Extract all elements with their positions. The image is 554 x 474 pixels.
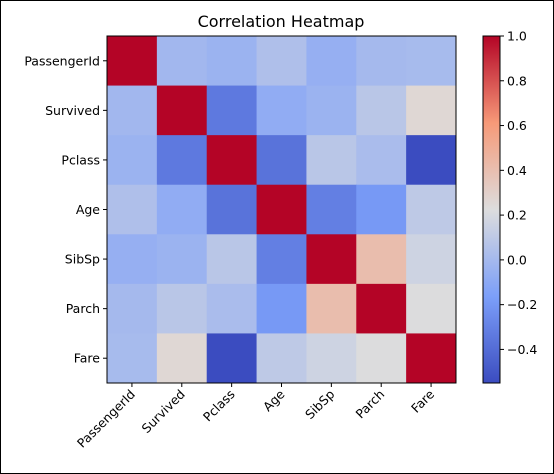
heatmap-cell [107,85,158,136]
heatmap-cell [406,333,457,384]
heatmap-cell [206,135,258,186]
row-tick-label: Pclass [61,152,100,167]
heatmap-cell [156,85,208,136]
col-tick-label: Age [260,386,288,414]
heatmap-cell [406,135,457,186]
heatmap-cell [356,135,407,186]
colorbar [482,35,501,384]
heatmap-cell [356,184,407,235]
colorbar-tick-label: 0.8 [507,73,527,88]
heatmap-cell [107,283,158,334]
heatmap-cell [156,333,208,384]
colorbar-tick-label: 0.4 [507,163,527,178]
colorbar-tick-label: 1.0 [507,29,527,44]
heatmap-cell [256,234,307,285]
heatmap-cell [356,333,407,384]
row-tick-label: SibSp [65,252,100,267]
heatmap-cell [256,36,307,87]
heatmap-cell [356,85,407,136]
heatmap-cell [156,36,208,87]
col-tick-label: SibSp [302,386,338,422]
col-tick-label: Parch [352,387,387,422]
heatmap-cell [206,184,258,235]
heatmap-cell [156,283,208,334]
heatmap-cell [406,184,457,235]
heatmap-cell [306,184,357,235]
heatmap-cell [107,36,158,87]
heatmap-cell [356,283,407,334]
heatmap-cell [206,36,258,87]
heatmap-cell [256,135,307,186]
heatmap-frame [106,35,457,384]
heatmap-cell [256,283,307,334]
heatmap-cell [356,234,407,285]
heatmap-cell [406,36,457,87]
col-tick-label: Survived [138,387,187,436]
heatmap-cell [406,234,457,285]
heatmap-cell [306,135,357,186]
heatmap-cell [107,135,158,186]
heatmap-cell [206,333,258,384]
heatmap-cell [107,333,158,384]
heatmap-cell [256,333,307,384]
heatmap-cell [206,85,258,136]
row-tick-label: Fare [74,351,101,366]
heatmap-cell [107,184,158,235]
col-tick-label: Pclass [200,387,238,425]
heatmap-cell [107,234,158,285]
heatmap-cell [156,234,208,285]
row-tick-label: Age [76,202,100,217]
chart-title: Correlation Heatmap [198,12,365,31]
colorbar-tick-label: −0.4 [507,342,537,357]
row-tick-label: Survived [45,103,100,118]
heatmap-cell [306,283,357,334]
colorbar-tick-label: 0.6 [507,118,527,133]
colorbar-tick-label: 0.2 [507,208,527,223]
row-tick-label: PassengerId [24,53,100,68]
heatmap-cell [406,85,457,136]
heatmap-cell [156,184,208,235]
heatmap-cell [256,85,307,136]
heatmap-cell [256,184,307,235]
colorbar-tick-label: 0.0 [507,252,527,267]
col-tick-label: Fare [408,386,437,415]
heatmap-cell [306,234,357,285]
row-tick-label: Parch [66,301,100,316]
heatmap-cell [206,283,258,334]
heatmap-cell [306,36,357,87]
colorbar-tick-label: −0.2 [507,297,537,312]
heatmap-cell [356,36,407,87]
heatmap-cell [156,135,208,186]
heatmap-cell [306,333,357,384]
heatmap-cell [406,283,457,334]
col-tick-label: PassengerId [74,387,138,451]
heatmap-cell [306,85,357,136]
heatmap-cell [206,234,258,285]
